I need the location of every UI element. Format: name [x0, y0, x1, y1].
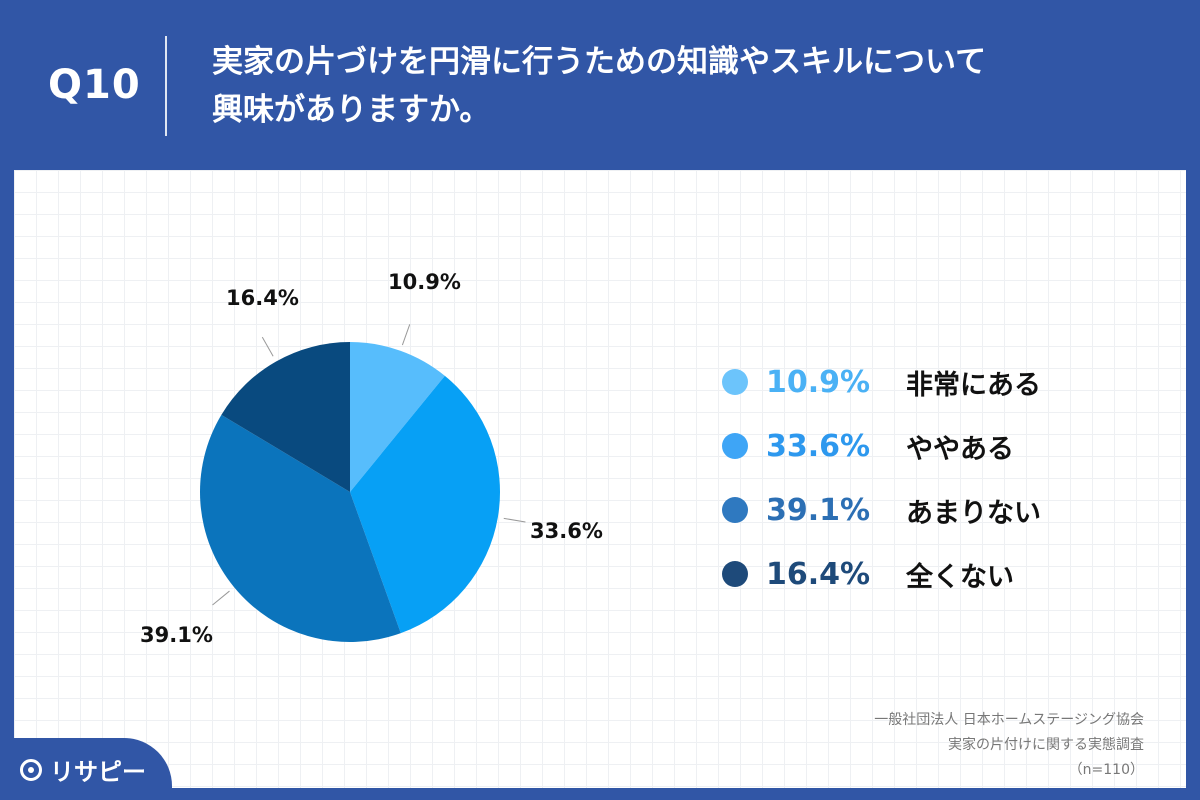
legend-dot [722, 369, 748, 395]
legend-label: 全くない [906, 561, 1014, 593]
brand-logo: リサピー [20, 752, 146, 787]
legend-percent: 16.4% [766, 556, 871, 592]
legend-percent: 33.6% [766, 428, 871, 464]
leader-line-2 [212, 590, 230, 606]
legend-dot [722, 561, 748, 587]
pie-slice-2 [200, 414, 401, 643]
legend-dot [722, 433, 748, 459]
legend-item: 10.9% 非常にある [722, 350, 1041, 414]
header-divider [165, 36, 167, 136]
legend: 10.9% 非常にある 33.6% ややある 39.1% あまりない 16.4%… [722, 350, 1041, 606]
leader-line-3 [261, 336, 274, 357]
source-line2: 実家の片付けに関する実態調査 [948, 737, 1144, 753]
pie-slice-1 [350, 375, 501, 634]
question-number: Q10 [48, 62, 141, 108]
legend-label: 非常にある [906, 369, 1041, 401]
header: Q10 実家の片づけを円滑に行うための知識やスキルについて 興味がありますか。 [0, 0, 1200, 170]
question-title: 実家の片づけを円滑に行うための知識やスキルについて 興味がありますか。 [212, 38, 1172, 134]
legend-percent: 39.1% [766, 492, 871, 528]
slice-label-1: 33.6% [530, 519, 603, 543]
legend-item: 16.4% 全くない [722, 542, 1041, 606]
logo-text: リサピー [50, 758, 146, 786]
pie-slice-0 [350, 342, 445, 492]
question-title-line1: 実家の片づけを円滑に行うための知識やスキルについて [212, 44, 987, 80]
legend-label: あまりない [906, 497, 1041, 529]
slice-label-0: 10.9% [388, 270, 461, 294]
source-note: 一般社団法人 日本ホームステージング協会 実家の片付けに関する実態調査 （n=1… [874, 708, 1144, 783]
leader-line-0 [401, 324, 411, 346]
source-line3: （n=110） [1068, 762, 1144, 778]
legend-item: 39.1% あまりない [722, 478, 1041, 542]
legend-dot [722, 497, 748, 523]
legend-item: 33.6% ややある [722, 414, 1041, 478]
question-title-line2: 興味がありますか。 [212, 92, 491, 128]
source-line1: 一般社団法人 日本ホームステージング協会 [874, 712, 1144, 728]
pie-slice-3 [221, 342, 350, 492]
pin-icon [20, 758, 42, 781]
legend-label: ややある [906, 433, 1014, 465]
leader-line-1 [503, 517, 526, 523]
legend-percent: 10.9% [766, 364, 871, 400]
slice-label-2: 39.1% [140, 623, 213, 647]
slice-label-3: 16.4% [226, 286, 299, 310]
